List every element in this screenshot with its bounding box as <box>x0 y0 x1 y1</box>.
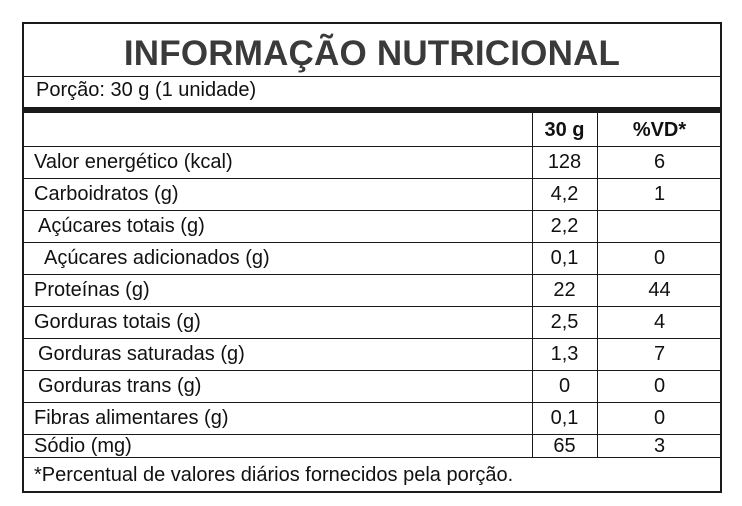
nutrition-facts-panel: INFORMAÇÃO NUTRICIONAL Porção: 30 g (1 u… <box>22 22 722 493</box>
table-header-row: 30 g %VD* <box>24 115 720 147</box>
nutrient-vd: 0 <box>653 375 666 397</box>
nutrient-vd: 0 <box>653 407 666 429</box>
table-row: Carboidratos (g) 4,2 1 <box>24 179 720 211</box>
nutrient-amount: 22 <box>553 279 576 301</box>
column-divider-vd <box>597 113 598 457</box>
nutrient-name: Açúcares totais (g) <box>38 215 205 237</box>
table-row: Sódio (mg) 65 3 <box>24 435 720 458</box>
nutrient-vd: 4 <box>653 311 666 333</box>
nutrient-vd: 0 <box>653 247 666 269</box>
nutrient-name: Gorduras trans (g) <box>38 375 202 397</box>
nutrient-amount: 1,3 <box>550 343 579 365</box>
header-vd: %VD* <box>632 119 687 141</box>
nutrient-vd: 1 <box>653 183 666 205</box>
title-divider <box>24 76 720 77</box>
table-row: Fibras alimentares (g) 0,1 0 <box>24 403 720 435</box>
table-row: Proteínas (g) 22 44 <box>24 275 720 307</box>
nutrient-vd: 44 <box>648 279 671 301</box>
portion-size: Porção: 30 g (1 unidade) <box>36 79 257 101</box>
nutrient-amount: 2,2 <box>550 215 579 237</box>
nutrient-amount: 0,1 <box>550 407 579 429</box>
table-row: Gorduras totais (g) 2,5 4 <box>24 307 720 339</box>
nutrient-name: Gorduras totais (g) <box>34 311 201 333</box>
column-divider-amount <box>532 113 533 457</box>
footnote: *Percentual de valores diários fornecido… <box>34 464 514 486</box>
table-row: Açúcares adicionados (g) 0,1 0 <box>24 243 720 275</box>
nutrient-name: Fibras alimentares (g) <box>34 407 229 429</box>
nutrient-name: Valor energético (kcal) <box>34 151 233 173</box>
nutrient-name: Gorduras saturadas (g) <box>38 343 245 365</box>
panel-title: INFORMAÇÃO NUTRICIONAL <box>123 34 621 73</box>
nutrient-amount: 128 <box>547 151 582 173</box>
portion-divider <box>24 107 720 113</box>
nutrient-amount: 0 <box>558 375 571 397</box>
nutrient-name: Açúcares adicionados (g) <box>44 247 270 269</box>
nutrient-amount: 0,1 <box>550 247 579 269</box>
nutrient-name: Sódio (mg) <box>34 435 132 457</box>
table-row: Valor energético (kcal) 128 6 <box>24 147 720 179</box>
nutrient-name: Carboidratos (g) <box>34 183 179 205</box>
nutrient-amount: 2,5 <box>550 311 579 333</box>
nutrient-name: Proteínas (g) <box>34 279 150 301</box>
nutrient-vd: 6 <box>653 151 666 173</box>
nutrient-amount: 65 <box>553 435 576 457</box>
nutrient-vd <box>597 211 722 242</box>
table-row: Gorduras trans (g) 0 0 <box>24 371 720 403</box>
header-amount: 30 g <box>544 119 585 141</box>
nutrient-vd: 3 <box>653 435 666 457</box>
table-row: Açúcares totais (g) 2,2 <box>24 211 720 243</box>
nutrient-vd: 7 <box>653 343 666 365</box>
table-row: Gorduras saturadas (g) 1,3 7 <box>24 339 720 371</box>
nutrient-amount: 4,2 <box>550 183 579 205</box>
